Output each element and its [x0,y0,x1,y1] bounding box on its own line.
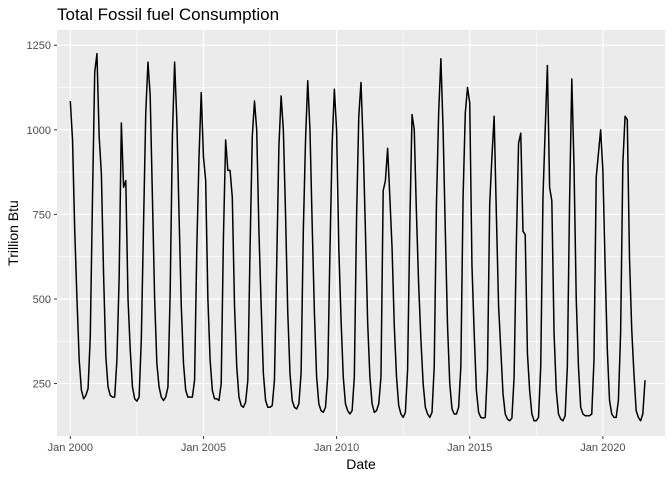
y-tick-label: 500 [33,294,51,306]
y-axis-title: Trillion Btu [5,200,21,266]
gridlines [57,30,665,436]
y-tick-label: 250 [33,379,51,391]
x-tick-label: Jan 2020 [580,442,625,454]
y-tick-label: 750 [33,209,51,221]
axis-ticks: 250 500 750 1000 1250 Jan 2000 Jan 2005 Jan 201… [27,40,626,454]
series-line-group [69,52,646,422]
y-tick-label: 1250 [27,40,51,52]
chart-title: Total Fossil fuel Consumption [57,5,279,24]
x-tick-label: Jan 2000 [48,442,93,454]
x-tick-label: Jan 2010 [314,442,359,454]
y-tick-label: 1000 [27,125,51,137]
consumption-series-line [69,52,646,422]
x-axis-title: Date [346,456,376,472]
x-tick-label: Jan 2005 [181,442,226,454]
x-tick-label: Jan 2015 [447,442,492,454]
